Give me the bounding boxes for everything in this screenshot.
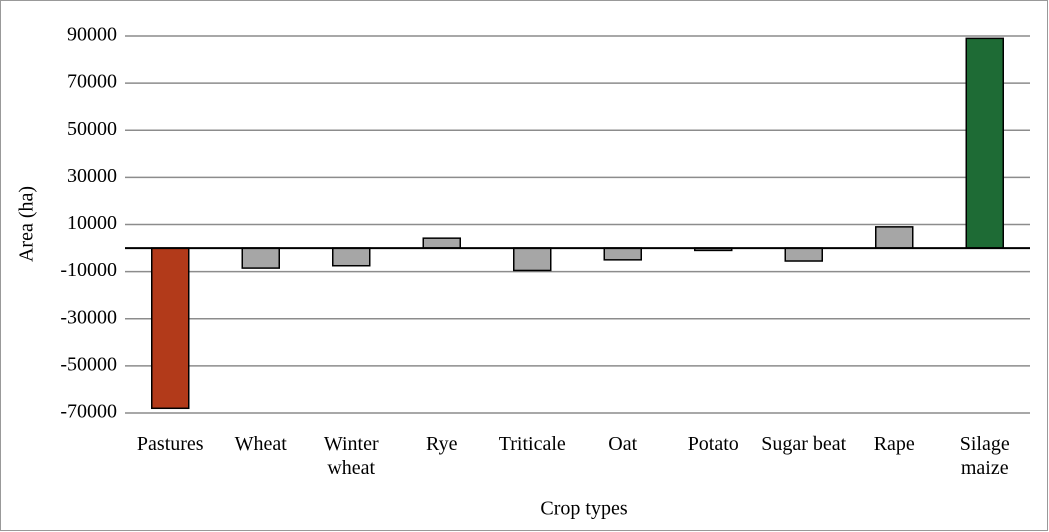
y-tick-label: -10000 xyxy=(60,259,117,281)
y-tick-label: 50000 xyxy=(67,118,117,140)
y-tick-label: 30000 xyxy=(67,165,117,187)
bar xyxy=(603,247,642,261)
x-axis-title: Crop types xyxy=(540,498,627,520)
x-tick-label: Wheat xyxy=(234,433,287,455)
bar xyxy=(151,247,190,410)
bar xyxy=(513,247,552,272)
x-tick-label: Rape xyxy=(873,433,915,455)
x-tick-label: Rye xyxy=(426,433,458,455)
bar xyxy=(422,237,461,249)
x-tick-label: Potato xyxy=(687,433,739,455)
x-tick-label: Silage maize xyxy=(959,433,1010,479)
y-tick-label: -50000 xyxy=(60,353,117,375)
x-tick-label: Sugar beat xyxy=(761,433,847,455)
x-tick-label: Pastures xyxy=(136,433,204,455)
y-tick-label: -70000 xyxy=(60,401,117,423)
x-tick-label: Winter wheat xyxy=(323,433,379,479)
bar xyxy=(241,247,280,269)
x-tick-label: Triticale xyxy=(498,433,566,455)
y-tick-label: 70000 xyxy=(67,71,117,93)
bar xyxy=(332,247,371,267)
y-tick-label: 10000 xyxy=(67,212,117,234)
y-tick-label: -30000 xyxy=(60,306,117,328)
y-axis-title: Area (ha) xyxy=(16,186,38,262)
y-tick-label: 90000 xyxy=(67,24,117,46)
bar xyxy=(784,247,823,262)
bar xyxy=(875,226,914,249)
bar xyxy=(965,37,1004,249)
x-tick-label: Oat xyxy=(608,433,638,455)
